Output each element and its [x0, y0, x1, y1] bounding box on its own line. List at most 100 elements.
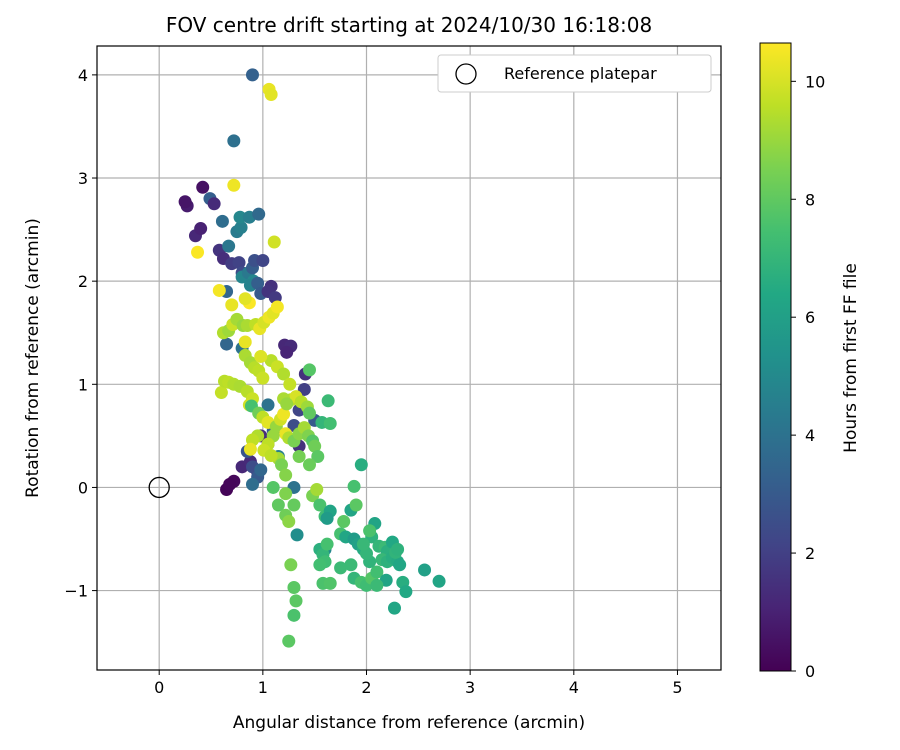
data-point [290, 528, 304, 542]
data-points [178, 68, 446, 648]
data-point [223, 477, 237, 491]
chart-title: FOV centre drift starting at 2024/10/30 … [166, 13, 652, 37]
data-point [277, 367, 291, 381]
reference-platepar-point [148, 476, 170, 499]
data-point [337, 514, 351, 528]
data-point [267, 235, 281, 249]
x-tick-label: 4 [569, 678, 579, 697]
data-point [238, 292, 252, 306]
data-point [432, 574, 446, 588]
data-point [238, 335, 252, 349]
data-point [321, 394, 335, 408]
data-point [261, 398, 275, 412]
data-point [344, 558, 358, 572]
x-axis-label: Angular distance from reference (arcmin) [233, 713, 585, 733]
data-point [270, 300, 284, 314]
data-point [282, 634, 296, 648]
y-tick-label: 1 [78, 375, 88, 394]
legend: Reference platepar [437, 54, 712, 93]
data-point [370, 565, 384, 579]
y-axis-ticks: −1 0 1 2 3 4 [64, 66, 97, 601]
data-point [233, 210, 247, 224]
x-tick-label: 3 [465, 678, 475, 697]
data-point [391, 542, 405, 556]
data-point [311, 449, 325, 463]
data-point [264, 87, 278, 101]
colorbar-ticks: 0 2 4 6 8 10 [791, 72, 825, 681]
data-point [279, 468, 293, 482]
x-tick-label: 2 [361, 678, 371, 697]
x-axis-ticks: 0 1 2 3 4 5 [154, 670, 683, 697]
data-point [347, 479, 361, 493]
data-point [196, 180, 210, 194]
data-point [287, 580, 301, 594]
data-point [225, 298, 239, 312]
colorbar-gradient [759, 42, 792, 672]
colorbar-tick-label: 8 [805, 190, 815, 209]
data-point [418, 563, 432, 577]
data-point [313, 498, 327, 512]
data-point [302, 406, 316, 420]
y-tick-label: 2 [78, 272, 88, 291]
y-tick-label: 0 [78, 478, 88, 497]
data-point [320, 511, 334, 525]
y-tick-label: −1 [64, 582, 88, 601]
data-point [191, 245, 205, 259]
y-axis-label: Rotation from reference (arcmin) [23, 218, 43, 498]
data-point [292, 449, 306, 463]
data-point [277, 407, 291, 421]
data-point [215, 214, 229, 228]
data-point [220, 337, 234, 351]
colorbar-tick-label: 10 [805, 72, 825, 91]
grid [97, 46, 721, 670]
data-point [207, 197, 221, 211]
reference-marker [148, 476, 170, 499]
colorbar-tick-label: 4 [805, 426, 815, 445]
colorbar: 0 2 4 6 8 10 Hours from first FF file [759, 42, 861, 681]
data-point [178, 195, 192, 209]
plot-frame [96, 45, 722, 671]
legend-marker-icon [455, 63, 477, 85]
data-point [287, 608, 301, 622]
data-point [194, 222, 208, 236]
colorbar-tick-label: 2 [805, 544, 815, 563]
data-point [313, 558, 327, 572]
data-point [266, 480, 280, 494]
colorbar-tick-label: 0 [805, 662, 815, 681]
data-point [284, 558, 298, 572]
data-point [310, 483, 324, 497]
data-point [289, 594, 303, 608]
data-point [308, 439, 322, 453]
data-point [251, 276, 265, 290]
data-point [283, 377, 297, 391]
data-point [387, 601, 401, 615]
legend-entry-reference: Reference platepar [504, 64, 657, 83]
data-point [320, 537, 334, 551]
data-point [334, 561, 348, 575]
data-point [243, 442, 257, 456]
data-point [363, 524, 377, 538]
data-point [279, 487, 293, 501]
data-point [264, 448, 278, 462]
y-tick-label: 4 [78, 66, 88, 85]
data-point [245, 477, 259, 491]
data-point [271, 498, 285, 512]
data-point [323, 416, 337, 430]
data-point [323, 576, 337, 590]
x-tick-label: 1 [258, 678, 268, 697]
data-point [275, 458, 289, 472]
data-point [245, 68, 259, 82]
data-point [234, 221, 248, 235]
data-point [399, 585, 413, 599]
data-point [349, 498, 363, 512]
data-point [282, 514, 296, 528]
data-point [393, 558, 407, 572]
data-point [222, 239, 236, 253]
data-point [302, 458, 316, 472]
data-point [354, 458, 368, 472]
data-point [256, 254, 270, 268]
data-point [287, 498, 301, 512]
y-tick-label: 3 [78, 169, 88, 188]
data-point [302, 363, 316, 377]
data-point [252, 207, 266, 221]
